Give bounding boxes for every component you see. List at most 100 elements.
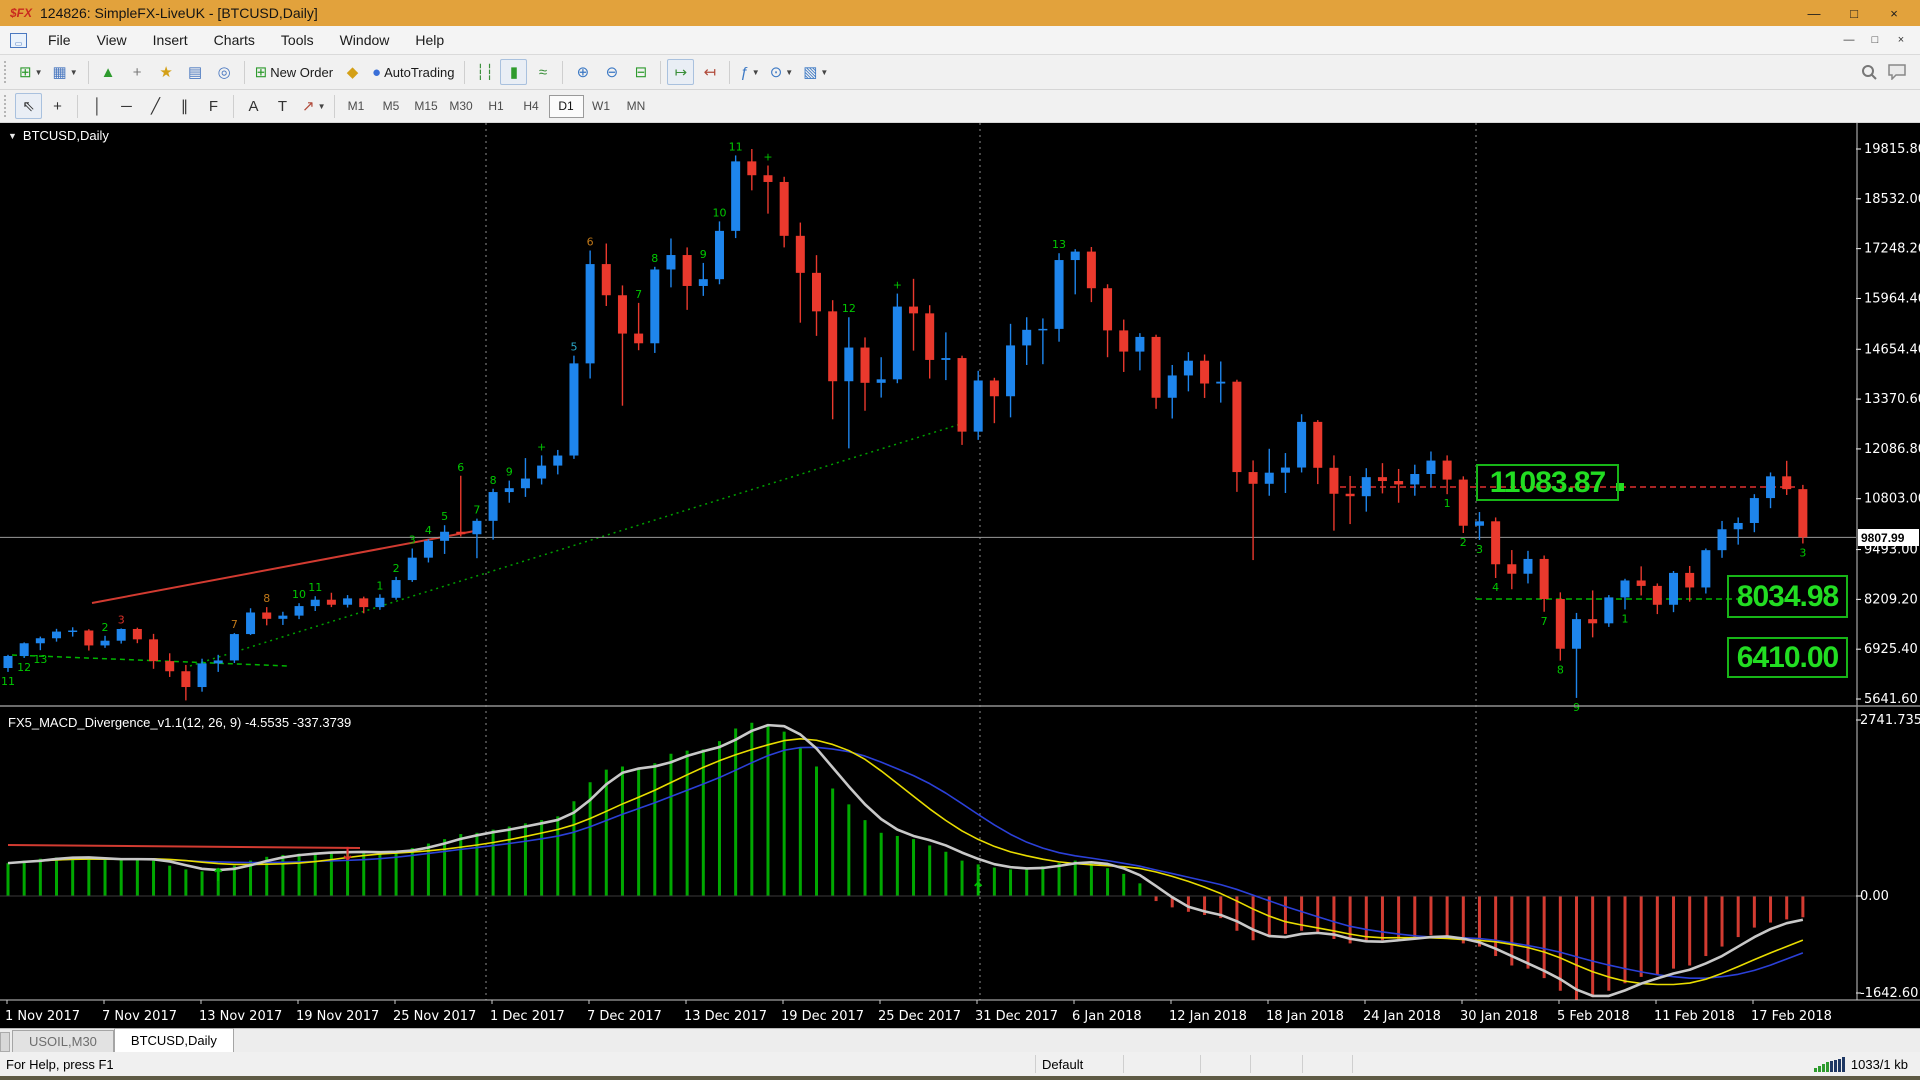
new-order-icon-label: New Order	[270, 65, 333, 80]
zoom-in-icon: ⊕	[577, 63, 590, 81]
status-cell	[1123, 1055, 1200, 1073]
menu-charts[interactable]: Charts	[201, 28, 268, 52]
timeframe-mn[interactable]: MN	[619, 95, 654, 118]
channel-tool[interactable]: ∥	[171, 93, 198, 119]
chart-shift-icon[interactable]: ↤	[696, 59, 723, 85]
child-restore-button[interactable]: □	[1862, 30, 1888, 50]
timeframe-d1[interactable]: D1	[549, 95, 584, 118]
tile-windows-icon[interactable]: ⊟	[627, 59, 654, 85]
timeframe-w1[interactable]: W1	[584, 95, 619, 118]
chart-canvas[interactable]: 11121323781011123456789+567891011+12+131…	[0, 123, 1920, 1028]
svg-text:1: 1	[1622, 612, 1629, 625]
svg-text:+: +	[763, 151, 772, 164]
status-profile[interactable]: Default	[1035, 1055, 1123, 1073]
timeframe-m1[interactable]: M1	[339, 95, 374, 118]
strategy-tester-icon: ◎	[218, 63, 231, 81]
candlestick-chart-icon[interactable]: ▮	[500, 59, 527, 85]
timeframe-h1[interactable]: H1	[479, 95, 514, 118]
market-watch-icon: ▲	[101, 64, 116, 81]
svg-text:8: 8	[490, 474, 497, 487]
timeframe-m15[interactable]: M15	[409, 95, 444, 118]
chart-symbol-label: ▼ BTCUSD,Daily	[8, 128, 109, 143]
child-minimize-button[interactable]: —	[1836, 30, 1862, 50]
main-toolbar: ⊞▼▦▼▲+★▤◎⊞New Order◆●AutoTrading┆┆▮≈⊕⊖⊟↦…	[0, 55, 1920, 90]
profiles-icon[interactable]: ▦▼	[49, 59, 82, 85]
svg-text:12: 12	[842, 302, 856, 315]
timeframe-h4[interactable]: H4	[514, 95, 549, 118]
svg-text:7 Nov 2017: 7 Nov 2017	[102, 1009, 177, 1024]
indicators-icon-dropdown[interactable]: ▼	[752, 68, 760, 77]
crosshair-tool[interactable]: +	[44, 93, 71, 119]
bar-chart-icon[interactable]: ┆┆	[471, 59, 498, 85]
menu-bar: ▭ FileViewInsertChartsToolsWindowHelp — …	[0, 26, 1920, 55]
svg-text:2: 2	[1460, 536, 1467, 549]
maximize-button[interactable]: □	[1834, 1, 1874, 25]
zoom-in-icon[interactable]: ⊕	[569, 59, 596, 85]
svg-text:18 Jan 2018: 18 Jan 2018	[1266, 1009, 1344, 1024]
svg-text:19 Dec 2017: 19 Dec 2017	[781, 1009, 864, 1024]
timeframe-bar: M1M5M15M30H1H4D1W1MN	[339, 95, 654, 118]
data-window-icon[interactable]: +	[124, 59, 151, 85]
svg-text:5641.60: 5641.60	[1864, 692, 1918, 707]
vertical-line-tool[interactable]: │	[84, 93, 111, 119]
new-order-icon[interactable]: ⊞New Order	[251, 59, 337, 85]
timeframe-m30[interactable]: M30	[444, 95, 479, 118]
templates-icon-dropdown[interactable]: ▼	[820, 68, 828, 77]
toolbar-grip-2[interactable]	[4, 95, 11, 117]
terminal-icon[interactable]: ▤	[182, 59, 209, 85]
autotrading-icon-label: AutoTrading	[384, 65, 454, 80]
cursor-tool[interactable]: ⇖	[15, 93, 42, 119]
profiles-icon-dropdown[interactable]: ▼	[70, 68, 78, 77]
close-button[interactable]: ×	[1874, 1, 1914, 25]
bar-numbers: 11121323781011123456789+567891011+12+131…	[1, 140, 1806, 713]
menu-view[interactable]: View	[84, 28, 140, 52]
periods-icon-dropdown[interactable]: ▼	[785, 68, 793, 77]
trendline-tool[interactable]: ╱	[142, 93, 169, 119]
periods-icon[interactable]: ⊙▼	[766, 59, 798, 85]
horizontal-line-tool[interactable]: ─	[113, 93, 140, 119]
timeframe-m5[interactable]: M5	[374, 95, 409, 118]
navigator-icon[interactable]: ★	[153, 59, 180, 85]
chat-icon[interactable]	[1883, 59, 1910, 85]
autotrading-icon[interactable]: ●AutoTrading	[368, 59, 458, 85]
templates-icon[interactable]: ▧▼	[799, 59, 832, 85]
new-chart-icon[interactable]: ⊞▼	[15, 59, 47, 85]
svg-text:10803.00: 10803.00	[1864, 492, 1920, 507]
line-chart-icon[interactable]: ≈	[529, 59, 556, 85]
new-order-icon: ⊞	[255, 63, 268, 81]
menu-file[interactable]: File	[35, 28, 84, 52]
chart-window-body[interactable]: 11121323781011123456789+567891011+12+131…	[0, 123, 1920, 1028]
child-close-button[interactable]: ×	[1888, 30, 1914, 50]
label-tool[interactable]: T	[269, 93, 296, 119]
search-icon[interactable]	[1856, 59, 1883, 85]
indicator-axis: 2741.73570.00-1642.601	[1856, 713, 1920, 1001]
svg-text:15964.40: 15964.40	[1864, 291, 1920, 306]
macd-histogram	[0, 723, 1856, 1000]
svg-text:14654.40: 14654.40	[1864, 342, 1920, 357]
indicators-icon[interactable]: ƒ▼	[736, 59, 763, 85]
menu-help[interactable]: Help	[402, 28, 457, 52]
market-watch-icon[interactable]: ▲	[95, 59, 122, 85]
menu-tools[interactable]: Tools	[268, 28, 327, 52]
menu-insert[interactable]: Insert	[140, 28, 201, 52]
tab-btcusd[interactable]: BTCUSD,Daily	[114, 1028, 234, 1052]
macd-line	[8, 725, 1803, 996]
menu-window[interactable]: Window	[327, 28, 403, 52]
fibonacci-tool: F	[209, 98, 218, 115]
metaeditor-icon[interactable]: ◆	[339, 59, 366, 85]
toolbar-grip[interactable]	[4, 61, 11, 83]
minimize-button[interactable]: —	[1794, 1, 1834, 25]
text-tool[interactable]: A	[240, 93, 267, 119]
svg-text:+: +	[893, 279, 902, 292]
svg-text:10: 10	[292, 588, 306, 601]
zoom-out-icon[interactable]: ⊖	[598, 59, 625, 85]
data-window-icon: +	[133, 64, 142, 81]
arrows-tool[interactable]: ↗▼	[298, 93, 330, 119]
new-chart-icon-dropdown[interactable]: ▼	[35, 68, 43, 77]
tab-usoil[interactable]: USOIL,M30	[12, 1030, 114, 1052]
strategy-tester-icon[interactable]: ◎	[211, 59, 238, 85]
arrows-tool-dropdown[interactable]: ▼	[318, 102, 326, 111]
auto-scroll-icon[interactable]: ↦	[667, 59, 694, 85]
fibonacci-tool[interactable]: F	[200, 93, 227, 119]
tab-scroll-stub[interactable]	[0, 1032, 10, 1052]
